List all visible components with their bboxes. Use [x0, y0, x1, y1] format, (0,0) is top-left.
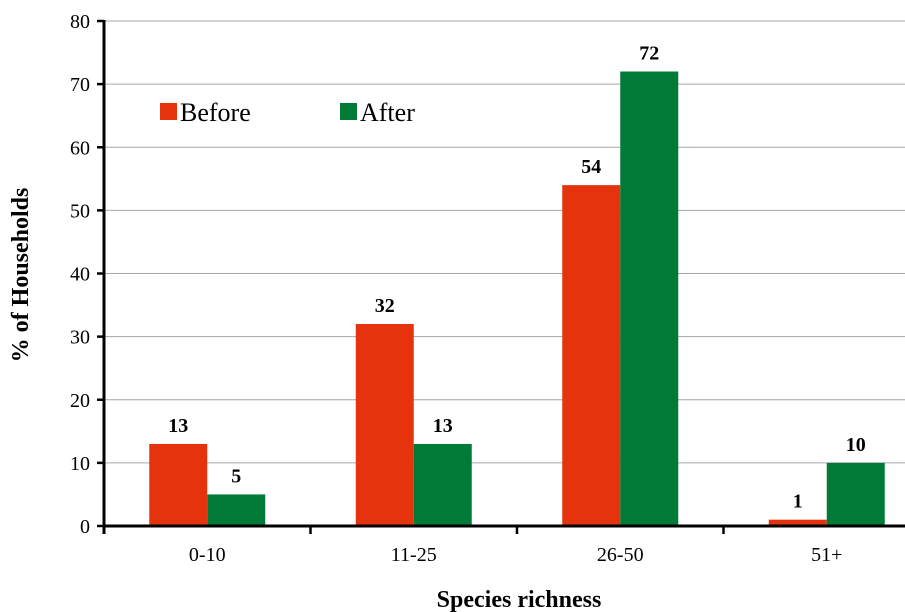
y-tick-label: 50 — [70, 200, 90, 222]
bar-after-26-50 — [620, 71, 679, 526]
x-tick-label: 0-10 — [189, 544, 226, 566]
y-tick-label: 20 — [70, 390, 90, 412]
axes — [97, 19, 905, 534]
bar-after-51+ — [826, 462, 885, 526]
y-tick-label: 70 — [70, 74, 90, 96]
legend-swatch-after — [340, 103, 357, 120]
y-tick-label: 80 — [70, 11, 90, 33]
bar-before-11-25 — [355, 324, 414, 526]
bar-before-0-10 — [149, 443, 208, 526]
y-tick-label: 0 — [80, 516, 90, 538]
data-label-before-0-10: 13 — [168, 415, 188, 437]
y-tick-labels: 0 10 20 30 40 50 60 70 80 — [70, 11, 90, 538]
y-tick-label: 40 — [70, 264, 90, 286]
y-tick-label: 30 — [70, 327, 90, 349]
y-tick-label: 60 — [70, 137, 90, 159]
legend-label-before: Before — [180, 98, 251, 127]
legend: Before After — [160, 98, 415, 127]
x-axis-title: Species richness — [437, 587, 602, 612]
data-labels: 13 5 32 13 54 72 1 10 — [168, 43, 866, 513]
data-label-after-11-25: 13 — [433, 415, 453, 437]
data-label-before-26-50: 54 — [581, 156, 601, 178]
bar-before-26-50 — [562, 185, 621, 526]
x-tick-label: 11-25 — [391, 544, 437, 566]
legend-swatch-before — [160, 103, 177, 120]
data-label-after-26-50: 72 — [639, 43, 659, 65]
data-label-after-0-10: 5 — [231, 465, 241, 487]
bar-after-0-10 — [207, 494, 266, 526]
x-tick-label: 51+ — [811, 544, 842, 566]
y-tick-label: 10 — [70, 453, 90, 475]
bars — [149, 71, 885, 526]
x-tick-labels: 0-10 11-25 26-50 51+ — [189, 544, 842, 566]
data-label-after-51+: 10 — [846, 434, 866, 456]
x-tick-label: 26-50 — [597, 544, 644, 566]
bar-after-11-25 — [413, 443, 472, 526]
data-label-before-51+: 1 — [793, 491, 803, 513]
legend-label-after: After — [360, 98, 415, 127]
bar-before-51+ — [768, 519, 827, 526]
data-label-before-11-25: 32 — [375, 295, 395, 317]
gridlines — [103, 20, 905, 527]
y-axis-title: % of Households — [8, 188, 34, 363]
